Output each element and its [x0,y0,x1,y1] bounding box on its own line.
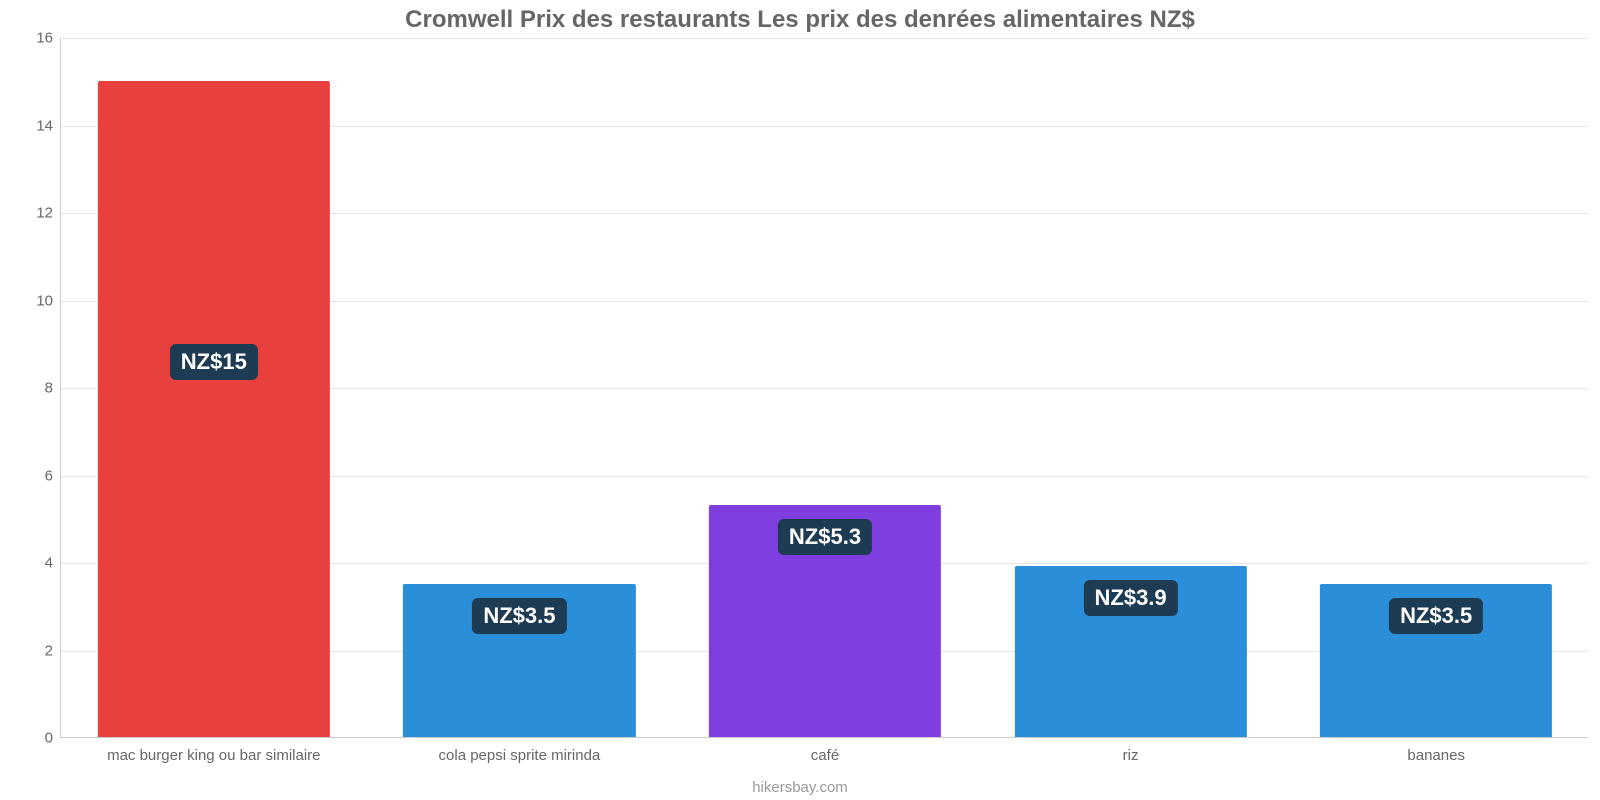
bar-value-label: NZ$3.5 [472,598,566,634]
bar-value-label: NZ$15 [170,344,258,380]
bar-value-label: NZ$3.9 [1084,580,1178,616]
bar-value-label: NZ$5.3 [778,519,872,555]
y-tick-label: 14 [23,117,53,134]
bar-value-label: NZ$3.5 [1389,598,1483,634]
x-category-label: riz [1123,747,1139,764]
x-category-label: bananes [1407,747,1465,764]
y-tick-label: 0 [23,730,53,747]
bar-slot: NZ$3.9riz [978,38,1284,737]
bar-slot: NZ$3.5cola pepsi sprite mirinda [367,38,673,737]
y-tick-label: 8 [23,380,53,397]
y-tick-label: 2 [23,642,53,659]
y-tick-label: 10 [23,292,53,309]
attribution-text: hikersbay.com [0,779,1600,796]
chart-title: Cromwell Prix des restaurants Les prix d… [0,6,1600,34]
x-category-label: mac burger king ou bar similaire [107,747,320,764]
bar-slot: NZ$5.3café [672,38,978,737]
bar-slot: NZ$15mac burger king ou bar similaire [61,38,367,737]
price-bar-chart: Cromwell Prix des restaurants Les prix d… [0,0,1600,800]
bar-slot: NZ$3.5bananes [1283,38,1589,737]
x-category-label: cola pepsi sprite mirinda [439,747,601,764]
y-tick-label: 12 [23,205,53,222]
y-tick-label: 4 [23,555,53,572]
y-tick-label: 6 [23,467,53,484]
y-tick-label: 16 [23,30,53,47]
x-category-label: café [811,747,839,764]
bar [98,81,330,737]
plot-area: 0246810121416NZ$15mac burger king ou bar… [60,38,1588,738]
